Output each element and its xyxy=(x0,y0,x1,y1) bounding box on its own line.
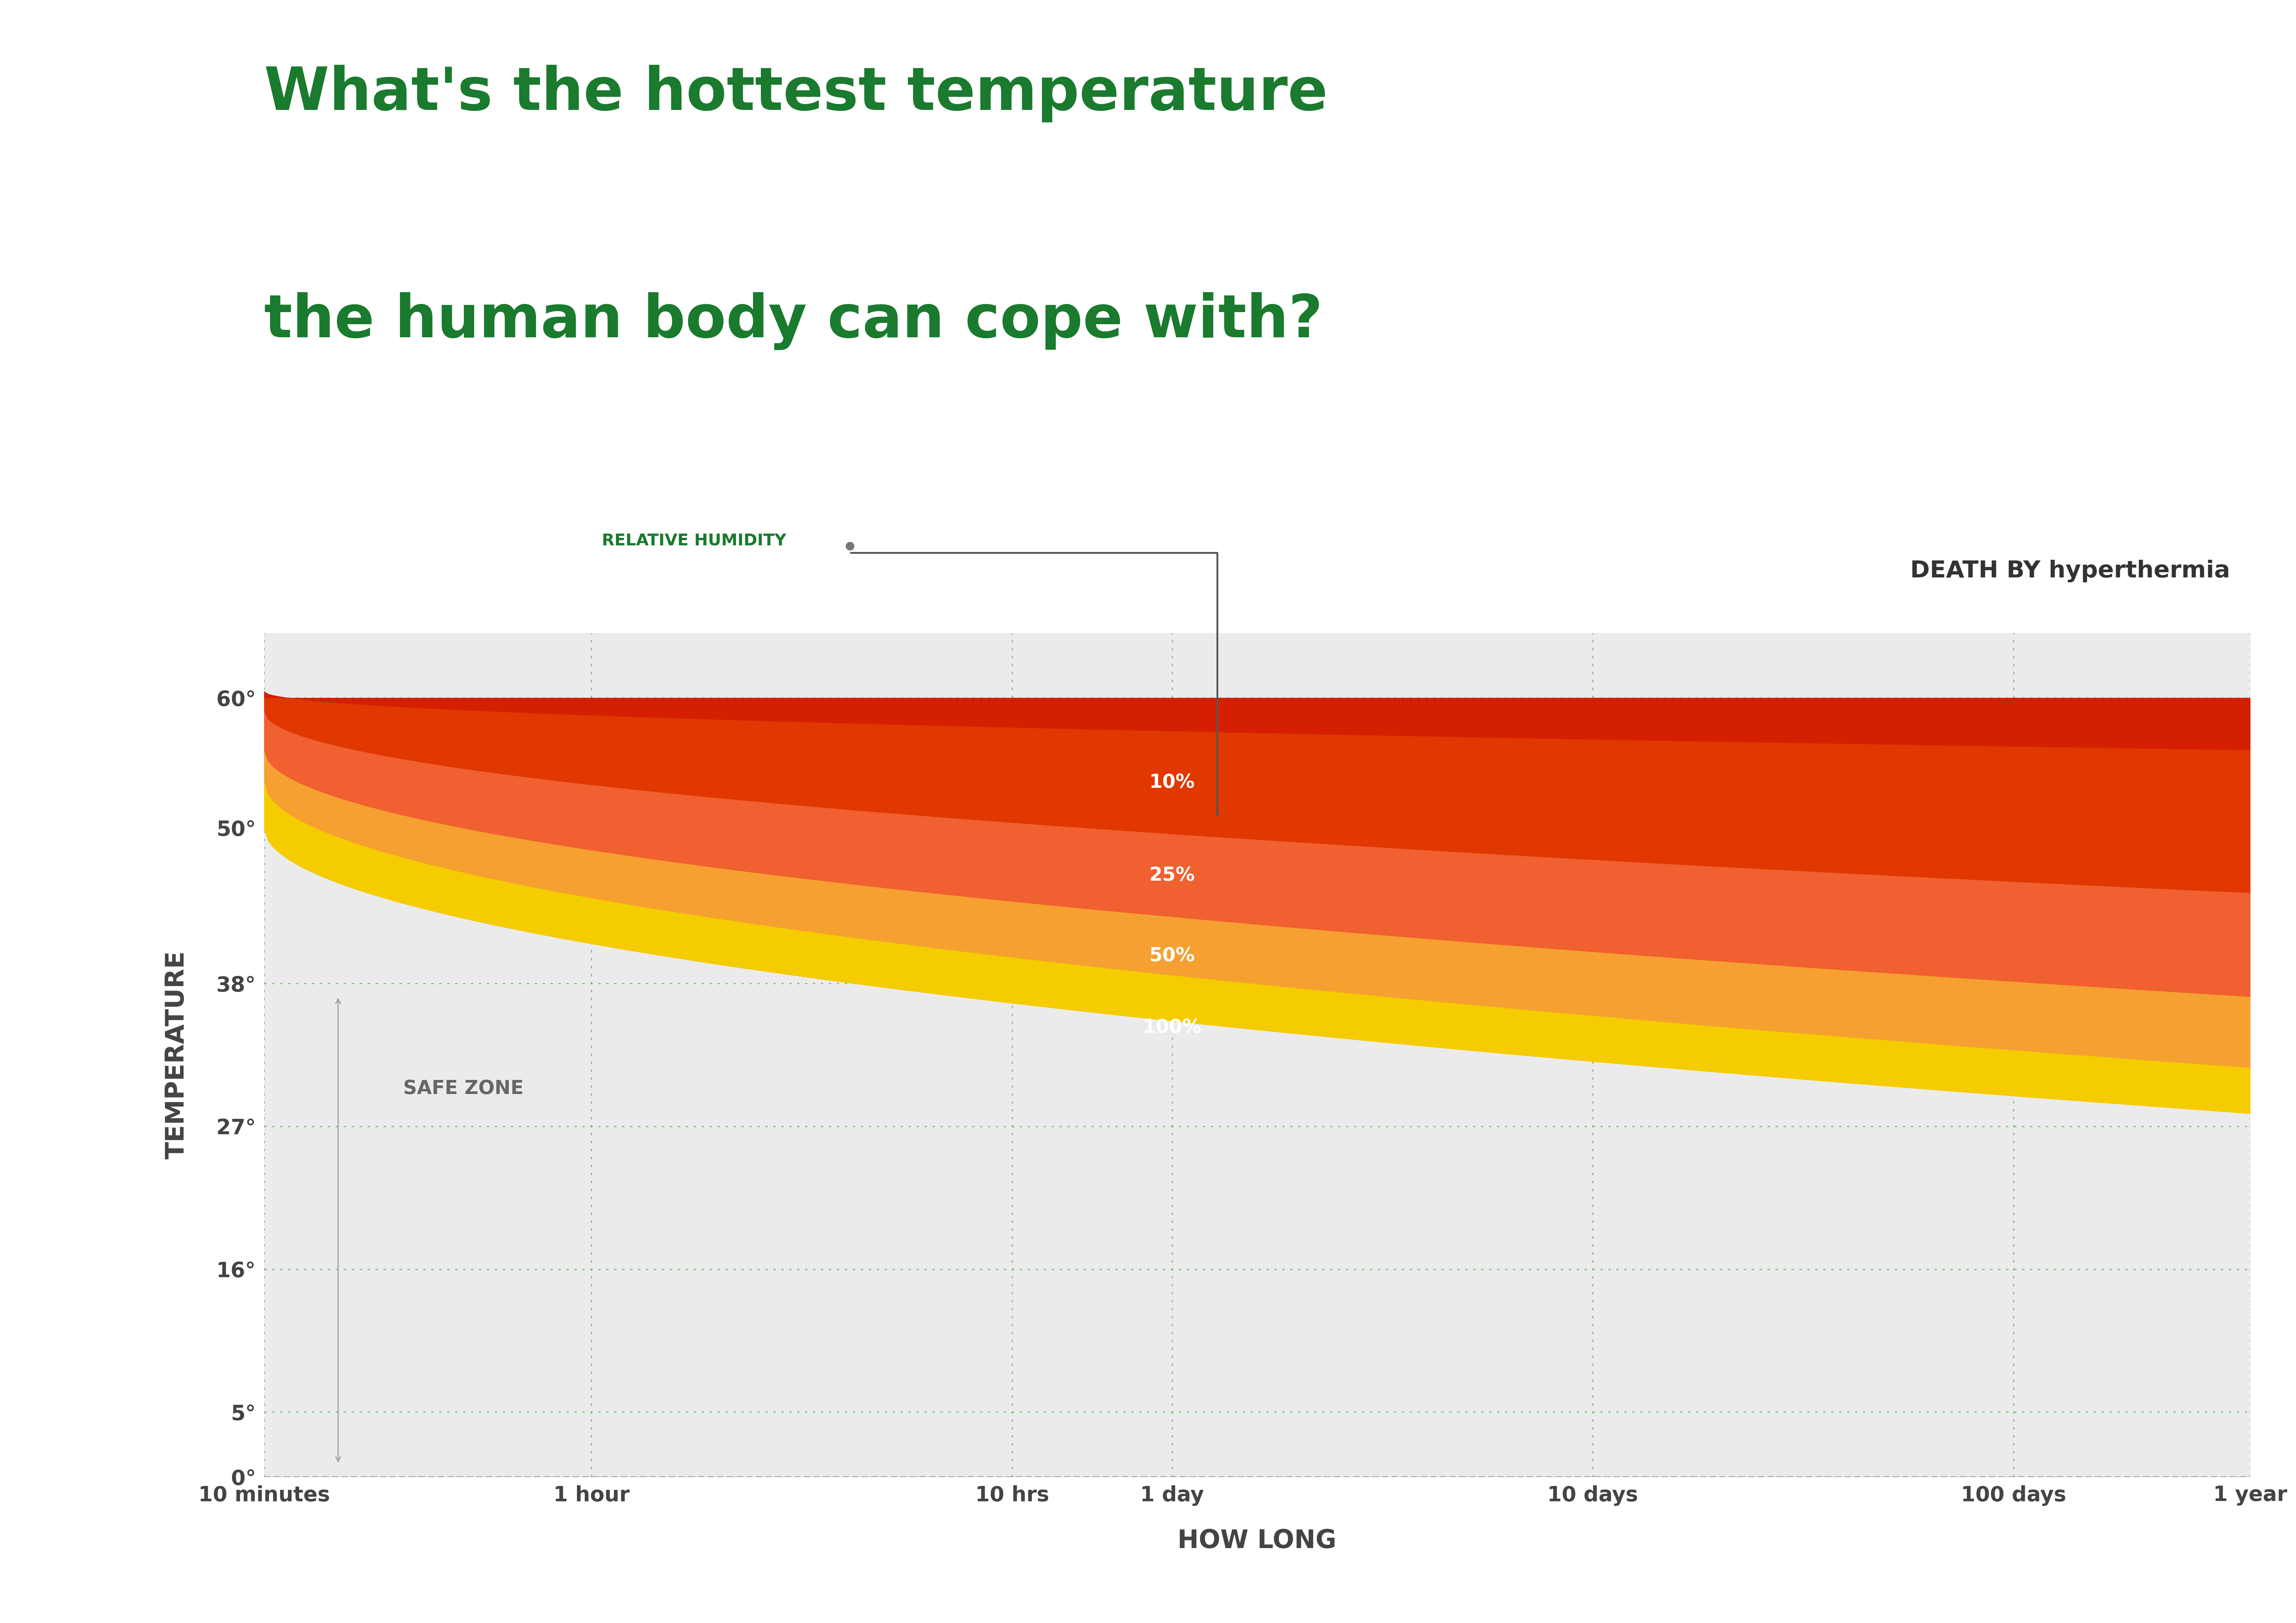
Text: 50%: 50% xyxy=(1150,946,1194,966)
Text: SAFE ZONE: SAFE ZONE xyxy=(404,1079,523,1099)
X-axis label: HOW LONG: HOW LONG xyxy=(1178,1529,1336,1553)
Text: 100%: 100% xyxy=(1143,1018,1201,1037)
Text: the human body can cope with?: the human body can cope with? xyxy=(264,292,1322,351)
Text: DEATH BY hyperthermia: DEATH BY hyperthermia xyxy=(1910,560,2229,583)
Text: 25%: 25% xyxy=(1150,865,1194,885)
Text: 10%: 10% xyxy=(1150,773,1194,792)
Text: RELATIVE HUMIDITY: RELATIVE HUMIDITY xyxy=(602,532,785,549)
Text: What's the hottest temperature: What's the hottest temperature xyxy=(264,65,1327,122)
Y-axis label: TEMPERATURE: TEMPERATURE xyxy=(163,951,188,1159)
